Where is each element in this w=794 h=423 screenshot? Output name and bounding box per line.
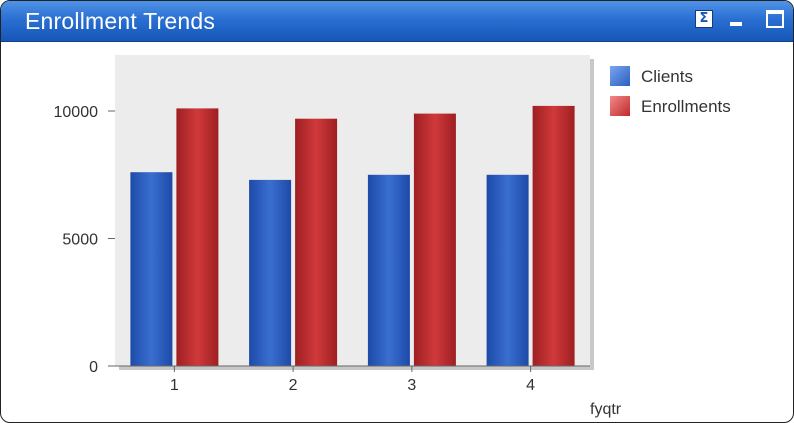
legend-swatch-enrollments (610, 96, 630, 116)
maximize-icon[interactable] (766, 10, 784, 28)
bars-group (130, 105, 575, 367)
bar-enrollments-2[interactable] (295, 118, 338, 366)
title-bar: Enrollment Trends Σ (1, 1, 793, 42)
x-tick-label: 2 (289, 377, 298, 394)
y-ticks-group: 0 5000 10000 (54, 104, 115, 376)
legend-label-clients: Clients (641, 67, 693, 86)
sum-icon[interactable]: Σ (695, 10, 713, 28)
x-tick-label: 4 (526, 377, 535, 394)
legend: Clients Enrollments (610, 66, 731, 116)
bar-clients-3[interactable] (367, 174, 410, 367)
bar-clients-2[interactable] (249, 179, 292, 366)
y-tick-label: 5000 (62, 232, 98, 249)
chart-title: Enrollment Trends (25, 8, 216, 34)
bar-enrollments-4[interactable] (532, 105, 575, 367)
y-tick-label: 0 (89, 359, 98, 376)
x-tick-label: 3 (407, 377, 416, 394)
x-ticks-group: 1 2 3 4 (170, 366, 535, 394)
legend-label-enrollments: Enrollments (641, 97, 731, 116)
bar-clients-4[interactable] (486, 174, 529, 367)
bar-clients-1[interactable] (130, 172, 173, 366)
bar-enrollments-1[interactable] (176, 108, 219, 367)
x-axis-title: fyqtr (590, 401, 622, 418)
minimize-icon[interactable] (728, 10, 746, 28)
bar-enrollments-3[interactable] (413, 113, 456, 366)
y-tick-label: 10000 (54, 104, 99, 121)
legend-swatch-clients (610, 66, 630, 86)
x-tick-label: 1 (170, 377, 179, 394)
